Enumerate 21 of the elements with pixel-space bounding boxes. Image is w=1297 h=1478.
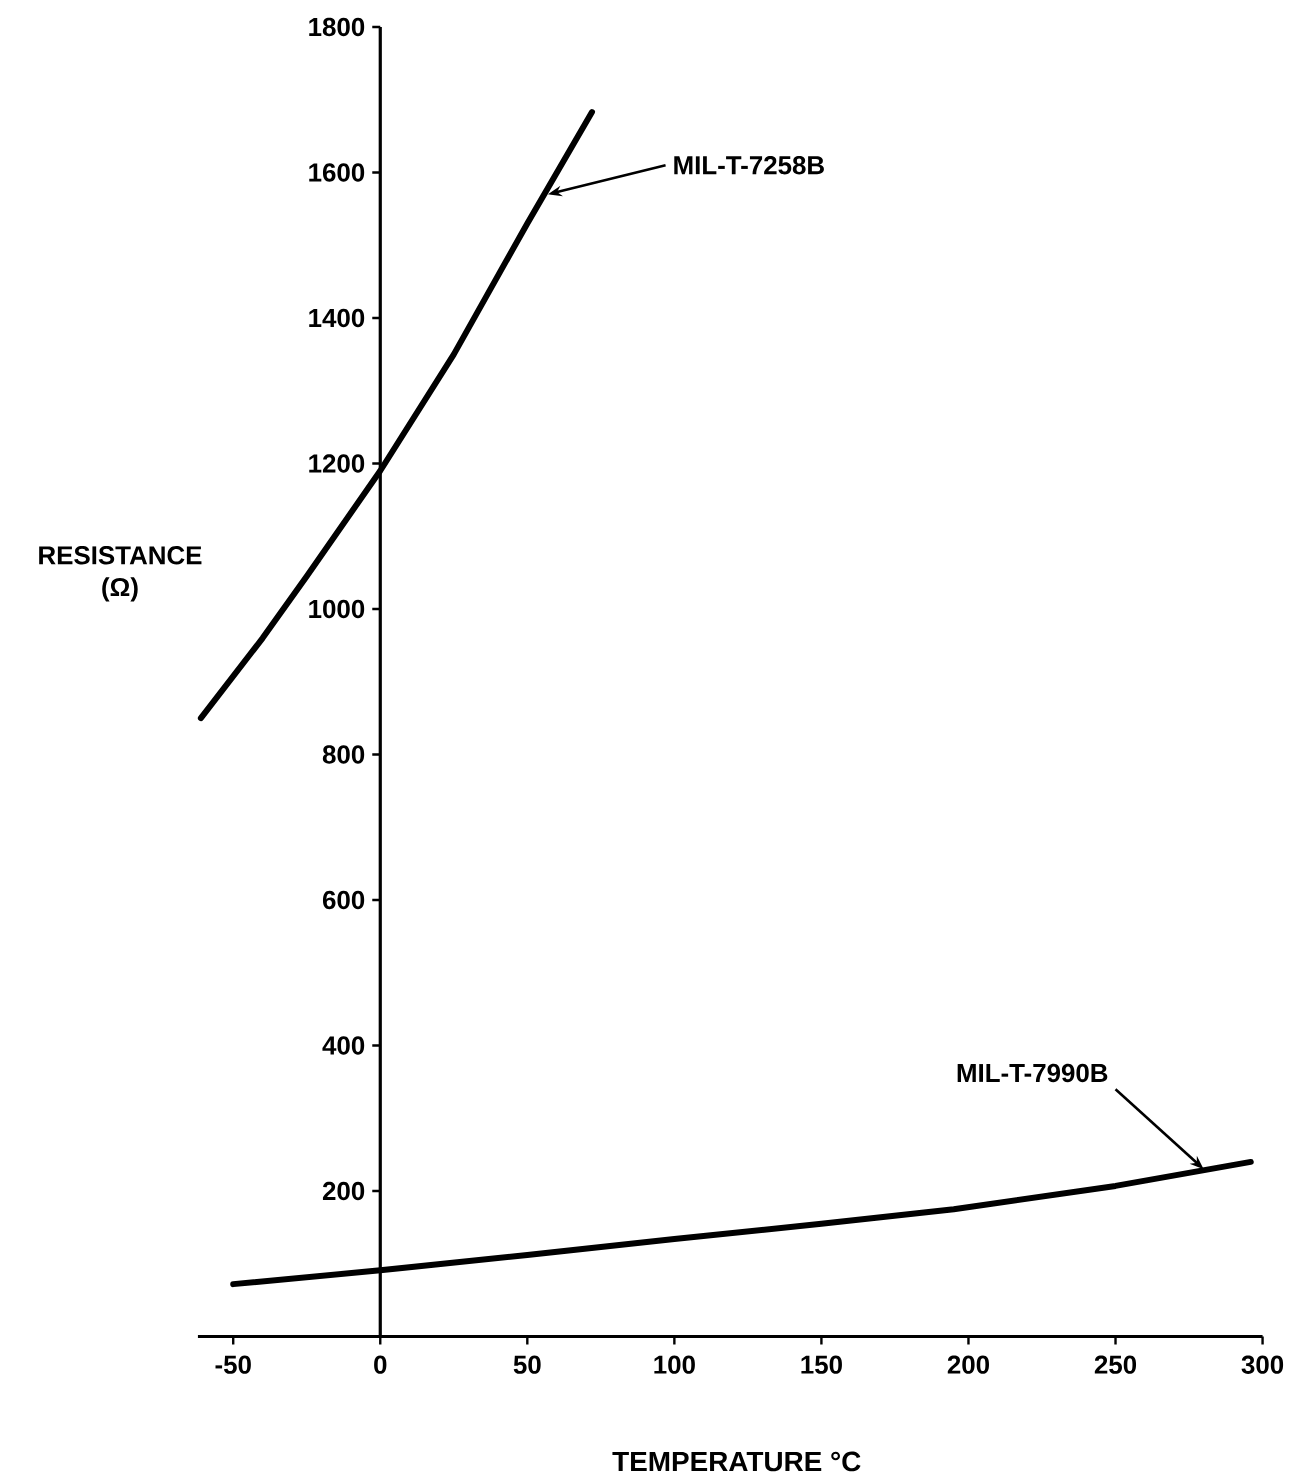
- x-tick-label: 150: [801, 1355, 843, 1374]
- y-tick-label: 600: [323, 890, 365, 910]
- y-tick-label: 800: [323, 745, 365, 764]
- y-tick-label: 1400: [309, 308, 365, 328]
- y-tick-label: 400: [322, 1036, 365, 1055]
- y-tick-label: 1200: [309, 454, 365, 473]
- x-tick-label: 50: [513, 1355, 541, 1374]
- y-tick-label: 1000: [309, 599, 365, 619]
- x-tick-label: -50: [215, 1355, 252, 1374]
- annotation: MIL-T-7258B: [674, 156, 825, 175]
- x-tick-label: 0: [374, 1355, 387, 1374]
- x-tick-label: 100: [654, 1355, 696, 1374]
- x-tick-label: 250: [1095, 1355, 1137, 1374]
- y-tick-label: 200: [323, 1181, 365, 1201]
- x-tick-label: 300: [1241, 1355, 1284, 1374]
- x-tick-label: 200: [948, 1355, 990, 1374]
- y-tick-label: 1600: [309, 163, 365, 182]
- y-axis-title: RESISTANCE (Ω): [39, 546, 202, 602]
- x-axis-title: TEMPERATURE °C: [612, 1451, 861, 1472]
- annotation: MIL-T-7990B: [957, 1063, 1108, 1083]
- y-tick-label: 1800: [309, 17, 365, 37]
